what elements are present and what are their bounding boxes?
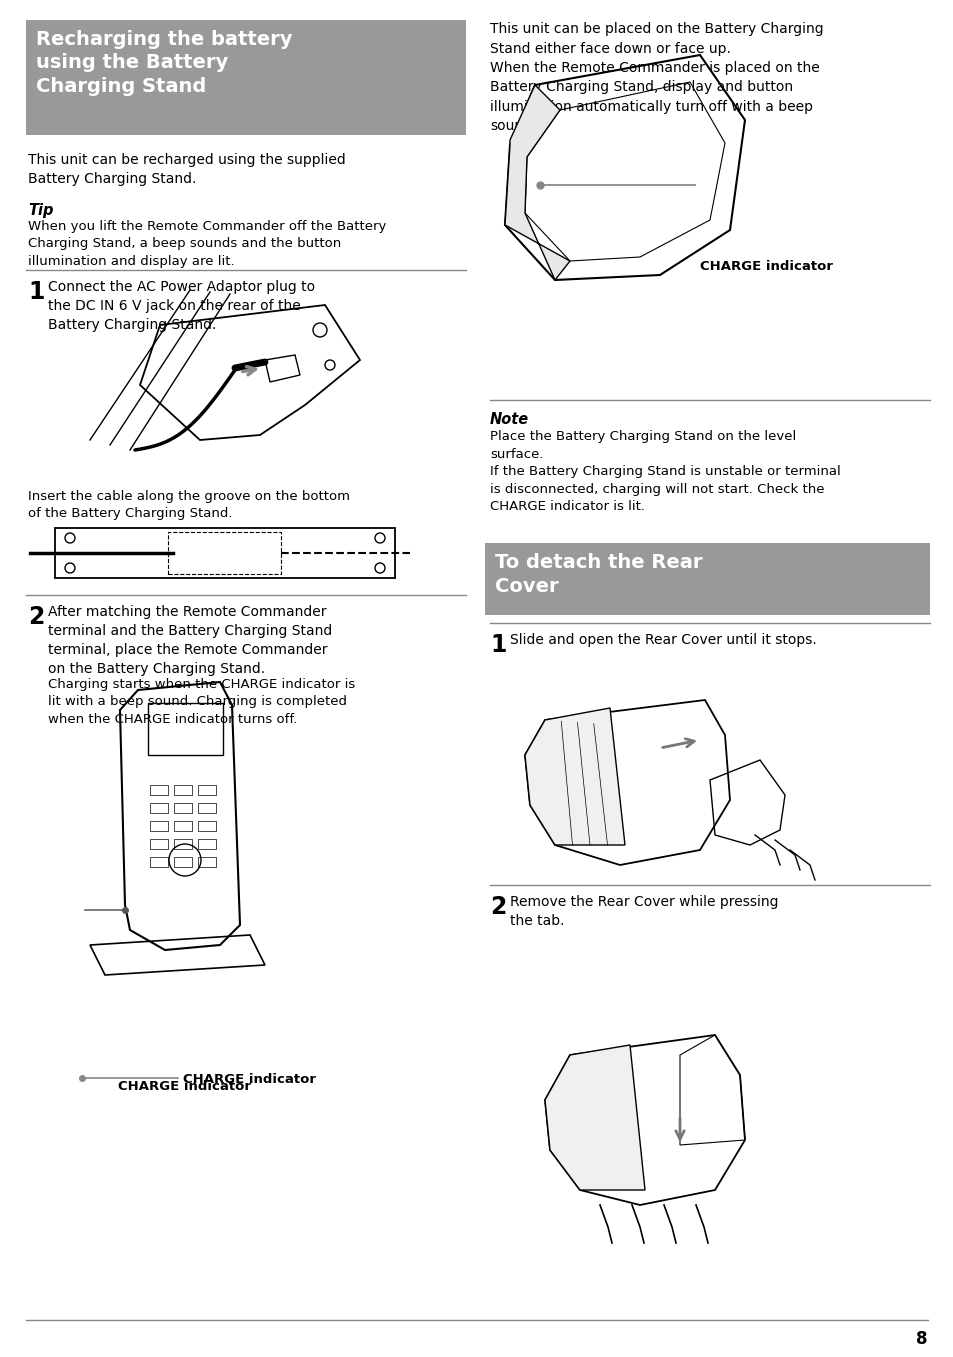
Text: Connect the AC Power Adaptor plug to
the DC IN 6 V jack on the rear of the
Batte: Connect the AC Power Adaptor plug to the… [48,280,314,332]
Bar [168,532,281,574]
Bar [150,803,168,813]
Text: Tip: Tip [28,204,53,218]
Bar [150,839,168,849]
Text: CHARGE indicator: CHARGE indicator [700,261,832,273]
Bar [148,703,223,754]
Text: To detach the Rear
Cover: To detach the Rear Cover [495,554,701,596]
Bar [150,784,168,795]
Polygon shape [504,85,569,280]
Bar [198,821,215,830]
Text: 1: 1 [28,280,45,304]
Bar [198,839,215,849]
Bar [173,784,192,795]
Polygon shape [524,708,624,845]
Text: Recharging the battery
using the Battery
Charging Stand: Recharging the battery using the Battery… [36,30,293,96]
Bar [198,858,215,867]
Text: Insert the cable along the groove on the bottom
of the Battery Charging Stand.: Insert the cable along the groove on the… [28,490,350,521]
Bar [173,803,192,813]
Text: This unit can be placed on the Battery Charging
Stand either face down or face u: This unit can be placed on the Battery C… [490,22,822,133]
Bar [173,839,192,849]
Bar [173,858,192,867]
Text: 1: 1 [490,632,506,657]
Text: 2: 2 [28,605,45,630]
Text: When you lift the Remote Commander off the Battery
Charging Stand, a beep sounds: When you lift the Remote Commander off t… [28,220,386,267]
Text: 8: 8 [916,1330,927,1348]
Polygon shape [544,1045,644,1190]
Bar [484,543,929,615]
Bar [55,528,395,578]
Text: Remove the Rear Cover while pressing
the tab.: Remove the Rear Cover while pressing the… [510,896,778,928]
Text: CHARGE indicator: CHARGE indicator [183,1073,315,1086]
Bar [198,784,215,795]
Text: CHARGE indicator: CHARGE indicator [118,1080,252,1092]
Text: Note: Note [490,413,529,427]
Text: Place the Battery Charging Stand on the level
surface.
If the Battery Charging S: Place the Battery Charging Stand on the … [490,430,840,513]
Bar [198,803,215,813]
Text: Charging starts when the CHARGE indicator is
lit with a beep sound. Charging is : Charging starts when the CHARGE indicato… [48,678,355,726]
Text: This unit can be recharged using the supplied
Battery Charging Stand.: This unit can be recharged using the sup… [28,153,345,186]
Bar [150,821,168,830]
Bar [26,20,465,134]
Text: After matching the Remote Commander
terminal and the Battery Charging Stand
term: After matching the Remote Commander term… [48,605,332,676]
Text: 2: 2 [490,896,506,919]
Text: Slide and open the Rear Cover until it stops.: Slide and open the Rear Cover until it s… [510,632,816,647]
Bar [150,858,168,867]
Bar [173,821,192,830]
